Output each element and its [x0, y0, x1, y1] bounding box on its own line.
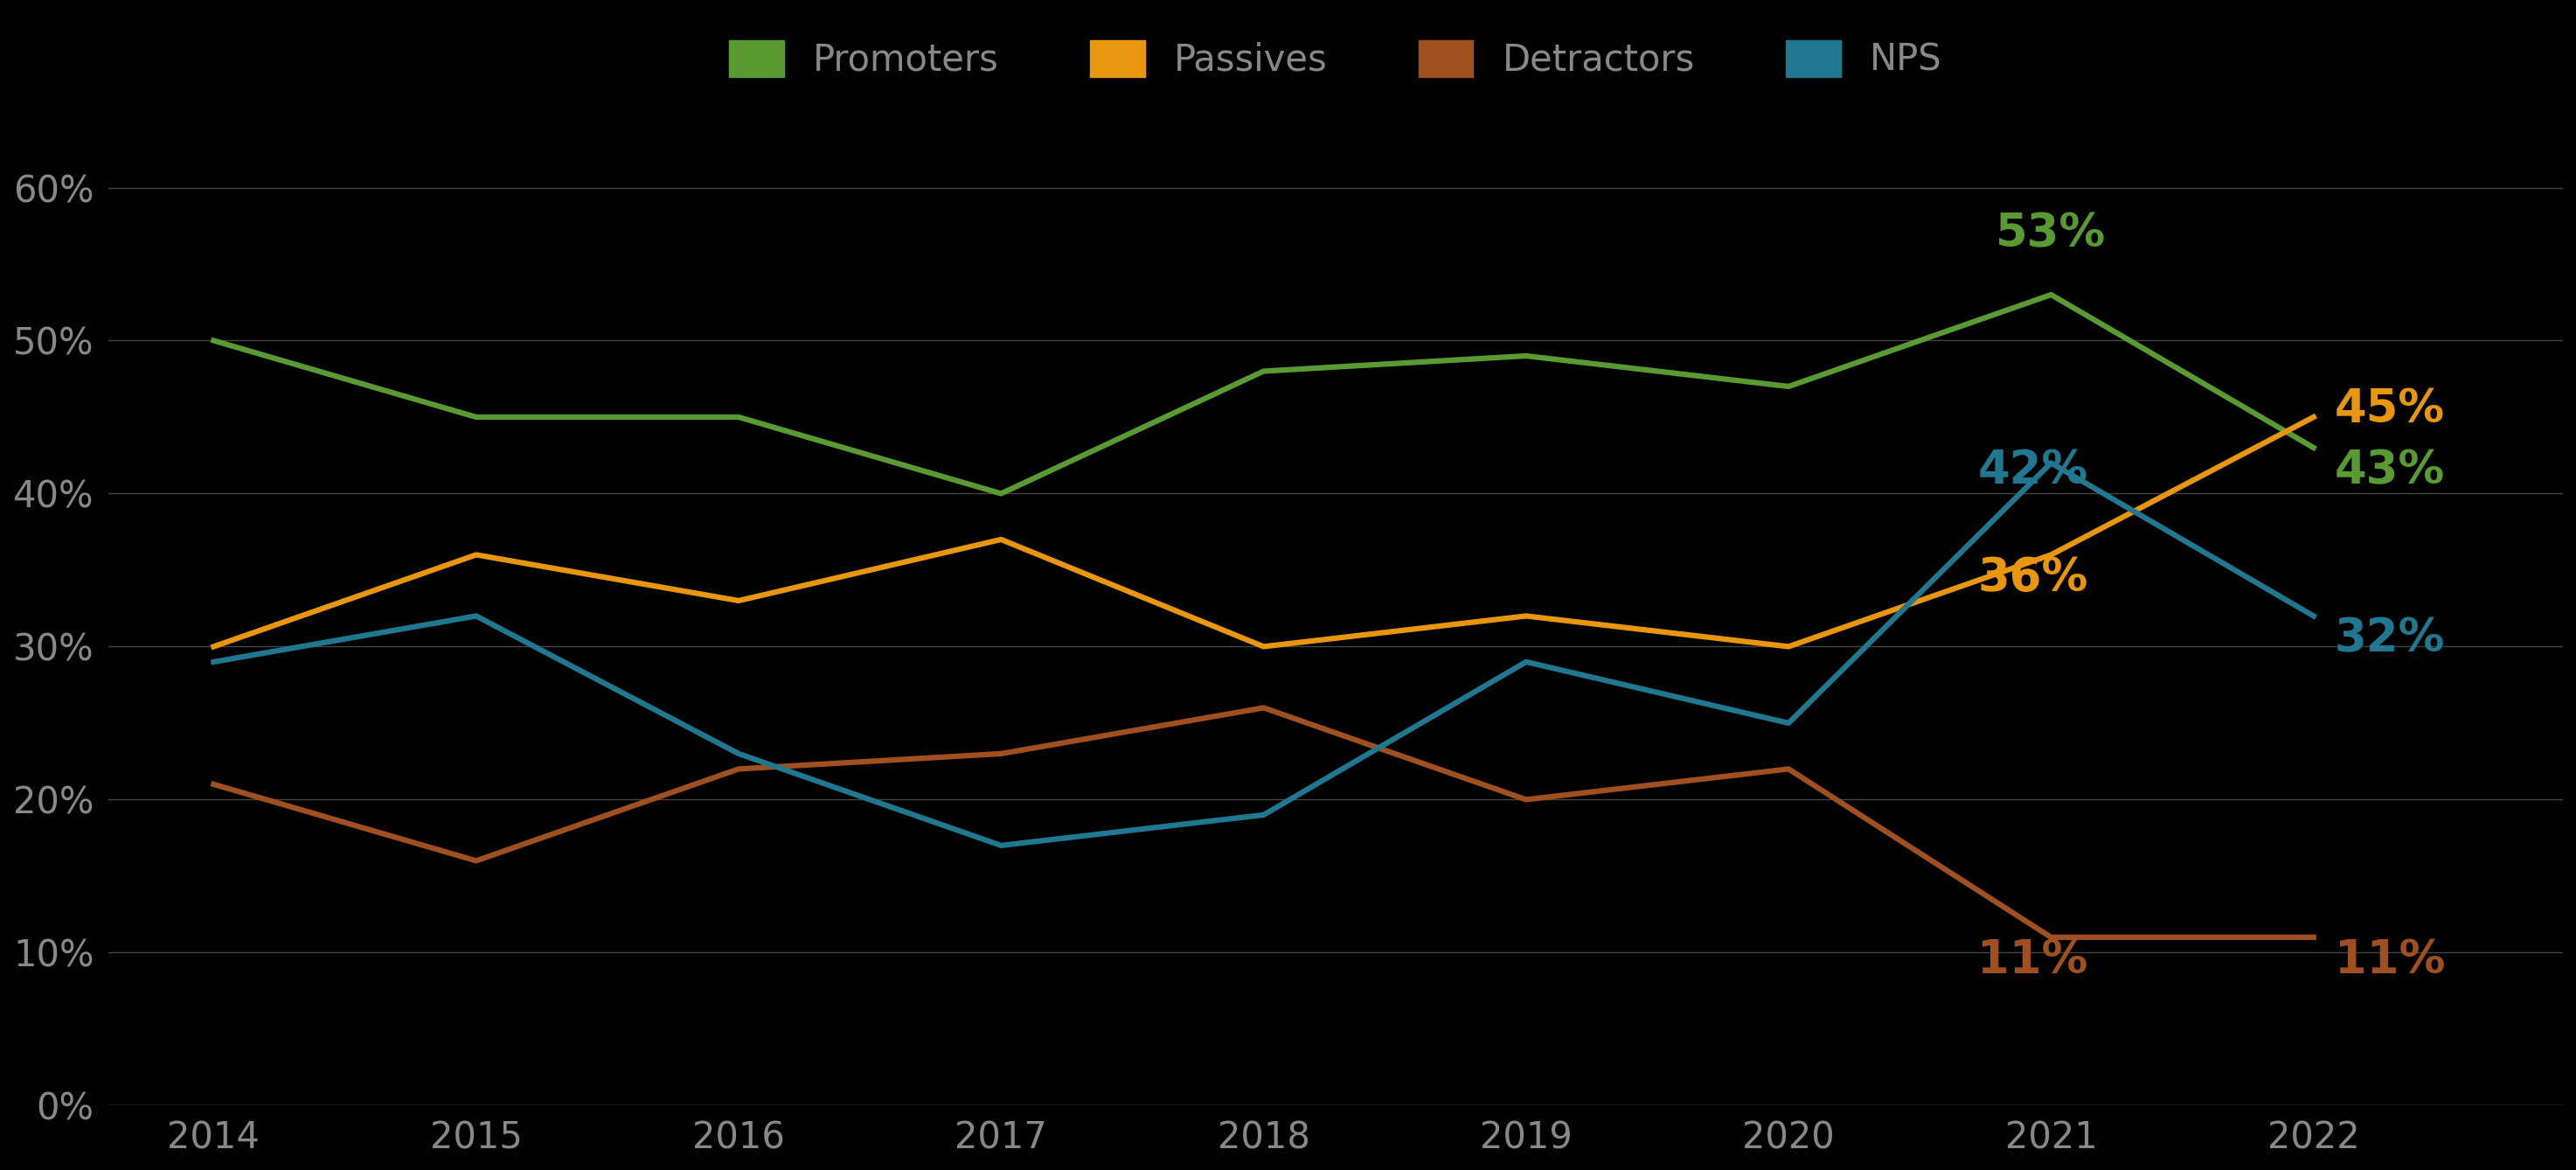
Text: 43%: 43% — [2334, 448, 2445, 494]
Text: 11%: 11% — [2334, 937, 2445, 983]
Text: 36%: 36% — [1978, 555, 2089, 600]
Text: 53%: 53% — [1996, 211, 2107, 256]
Text: 45%: 45% — [2334, 387, 2445, 432]
Text: 42%: 42% — [1978, 448, 2089, 494]
Legend: Promoters, Passives, Detractors, NPS: Promoters, Passives, Detractors, NPS — [729, 40, 1942, 78]
Text: 11%: 11% — [1978, 937, 2089, 983]
Text: 32%: 32% — [2334, 617, 2445, 662]
